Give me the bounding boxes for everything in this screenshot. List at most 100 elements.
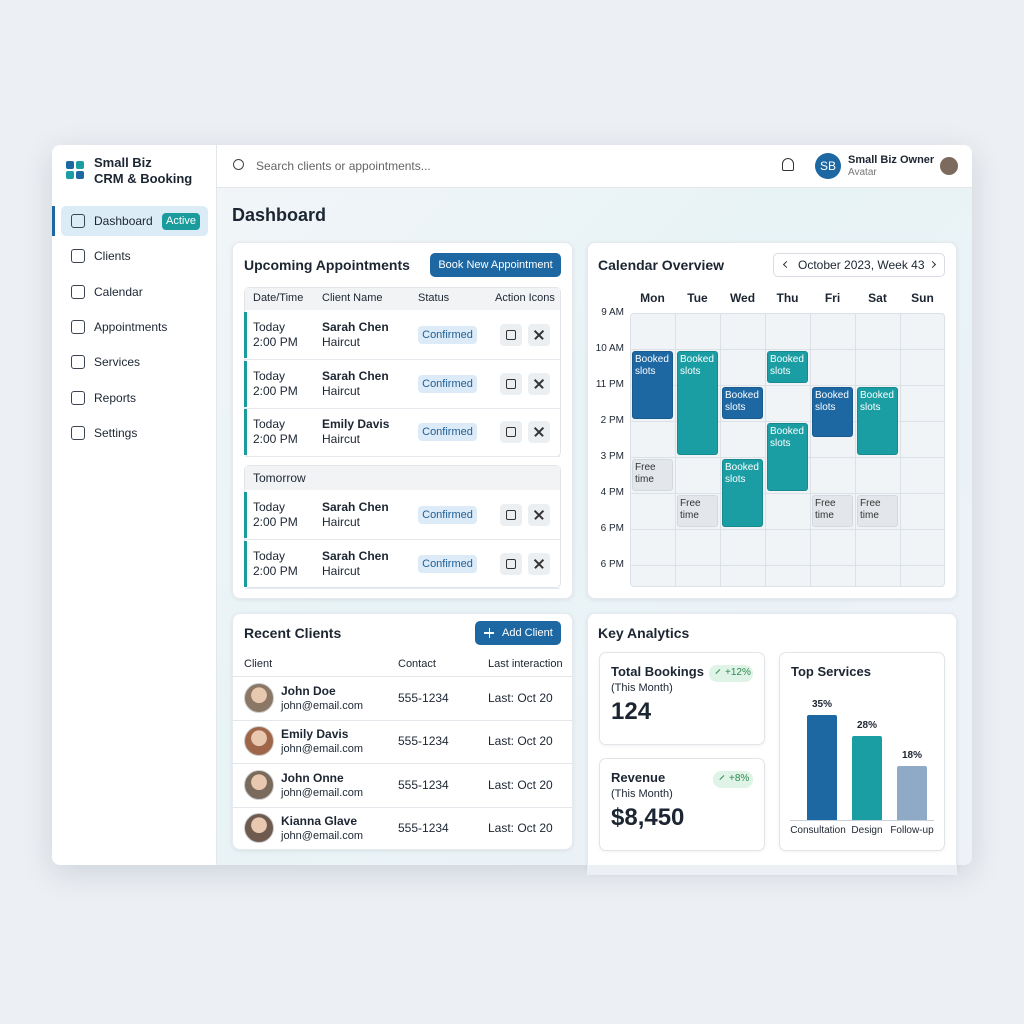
event-label: Booked slots [635,354,669,377]
row-divider [245,587,560,589]
client-email: john@email.com [281,743,364,756]
edit-icon [506,427,516,437]
plus [488,627,490,638]
search-input[interactable]: Search clients or appointments... [256,159,431,173]
group-label: Tomorrow [253,471,306,485]
edit-button[interactable] [500,504,522,526]
grid-line [855,313,856,587]
calendar-event[interactable] [767,423,808,491]
panel-title: Key Analytics [598,625,690,641]
sidebar-divider [216,145,217,865]
last-interaction: Last: Oct 20 [488,691,553,705]
time: 2:00 PM [253,335,298,349]
calendar-event[interactable] [677,495,718,527]
logo [76,171,84,179]
row-accent [244,360,247,407]
client-name: Emily Davis [281,727,349,742]
row-accent [244,492,247,538]
date: Today [253,368,286,383]
time: 2:00 PM [253,383,298,398]
status: Confirmed [418,374,477,393]
change: +12% [725,667,751,678]
metric-title: Total Bookings [611,664,704,679]
date: Today [253,500,286,514]
event-label: Free time [860,498,881,521]
time: 2:00 PM [253,432,298,446]
row-divider [233,720,572,721]
group-header [245,466,560,490]
grid-line [630,529,945,530]
grid-line [630,385,945,386]
client-phone: 555-1234 [398,691,449,705]
panel [232,613,573,850]
calendar-event[interactable] [632,459,673,491]
calendar-event[interactable] [722,387,763,419]
user-initials[interactable]: SB [815,153,841,179]
client-name: John Onne [281,770,344,785]
edit-button[interactable] [500,552,522,575]
nav-item[interactable]: Dashboard [94,214,153,228]
date: Today [253,417,286,431]
nav-item[interactable]: Services [94,355,141,369]
client-email: john@email.com [281,786,364,799]
nav-active-bar [52,206,55,236]
grid-line [630,565,945,566]
bell-icon[interactable] [782,158,794,171]
day-header: Sun [911,291,934,305]
avatar [244,812,274,843]
column-header: Client [244,658,273,670]
row-divider [245,407,560,409]
avatar [244,769,274,800]
metric-caption: (This Month) [611,682,673,694]
time-label: 9 AM [601,307,624,318]
calendar-event[interactable] [767,351,808,383]
nav-item[interactable]: Reports [94,391,137,405]
row-divider [245,456,560,457]
client-name: Kianna Glave [281,813,358,828]
calendar-event[interactable] [812,387,853,437]
row-divider [233,806,572,808]
nav-icon [71,391,85,405]
service: Haircut [322,563,361,578]
edit-button[interactable] [500,372,522,395]
period-control[interactable] [773,253,945,277]
bar-value-label: 18% [901,750,923,761]
grid-line [630,493,945,494]
last-interaction: Last: Oct 20 [488,777,553,792]
calendar-event[interactable] [857,387,898,455]
grid-line [810,313,811,587]
date: Today [253,320,286,334]
button[interactable]: Add Client [502,627,553,639]
day-header: Tue [687,291,708,305]
grid-line [630,421,945,422]
calendar-event[interactable] [812,495,853,527]
nav-icon [71,214,85,228]
grid-line [630,349,945,350]
column-header: Last interaction [488,658,563,670]
row-divider [245,539,560,540]
service: Haircut [322,335,361,349]
calendar-event[interactable] [632,351,673,419]
time: 2:00 PM [253,515,298,529]
nav-item[interactable]: Appointments [94,320,168,334]
edit-button[interactable] [500,421,522,443]
day-header: Mon [640,291,665,305]
event-label: Booked slots [770,354,804,377]
time-label: 6 PM [600,523,624,534]
nav-item[interactable]: Calendar [94,285,143,299]
nav-item[interactable]: Clients [94,249,131,263]
calendar-event[interactable] [677,351,718,455]
brand: CRM & Booking [94,171,193,186]
frame-bottom-mask [587,865,957,875]
calendar-event[interactable] [857,495,898,527]
day-header: Sat [868,291,887,305]
last-interaction: Last: Oct 20 [488,734,553,749]
metric-caption: (This Month) [611,788,673,800]
nav-item[interactable]: Settings [94,426,138,440]
client-name: John Doe [281,684,336,698]
row-accent [244,312,247,358]
nav-icon [71,249,85,263]
button[interactable]: Book New Appointment [430,253,561,277]
edit-button[interactable] [500,324,522,346]
calendar-event[interactable] [722,459,763,527]
